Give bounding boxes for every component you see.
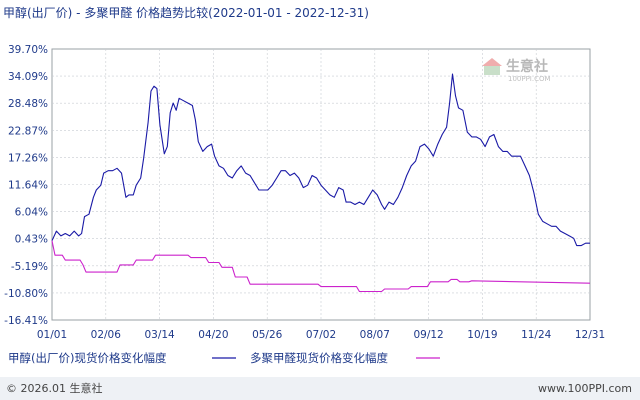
series-lines <box>51 73 591 293</box>
x-tick-label: 01/01 <box>37 329 67 341</box>
footer-url[interactable]: www.100PPI.com <box>538 382 632 395</box>
x-tick-label: 03/14 <box>144 329 175 341</box>
y-tick-label: 0.43% <box>15 234 48 246</box>
x-tick-label: 05/26 <box>252 329 283 341</box>
x-tick-label: 12/31 <box>575 329 605 341</box>
legend: 甲醇(出厂价)现货价格变化幅度 多聚甲醛现货价格变化幅度 <box>8 351 440 365</box>
y-tick-label: -5.19% <box>11 261 48 273</box>
x-tick-label: 04/20 <box>198 329 228 341</box>
y-tick-label: -16.41% <box>4 315 48 327</box>
y-tick-label: 11.64% <box>8 180 48 192</box>
chart-title: 甲醇(出厂价) - 多聚甲醛 价格趋势比较(2022-01-01 - 2022-… <box>3 5 369 20</box>
x-tick-label: 08/07 <box>360 329 390 341</box>
grid <box>52 49 590 320</box>
legend-label-methanol: 甲醇(出厂价)现货价格变化幅度 <box>8 351 167 365</box>
x-tick-label: 09/12 <box>413 329 443 341</box>
y-tick-label: 34.09% <box>8 71 48 83</box>
y-tick-label: 28.48% <box>8 98 48 110</box>
y-axis-ticks: 39.70% 34.09% 28.48% 22.87% 17.26% 11.64% 6.04… <box>4 44 48 327</box>
footer-copyright: © 2026.01 生意社 <box>6 381 102 395</box>
series-line-methanol <box>51 73 590 247</box>
footer-bar <box>0 377 640 400</box>
watermark-house-icon <box>482 58 502 75</box>
y-tick-label: 17.26% <box>8 152 48 164</box>
x-tick-label: 02/06 <box>91 329 122 341</box>
x-tick-label: 07/02 <box>306 329 336 341</box>
watermark-url: 100PPI.COM <box>508 75 551 83</box>
y-tick-label: 39.70% <box>8 44 48 56</box>
y-tick-label: -10.80% <box>4 288 48 300</box>
y-tick-label: 6.04% <box>15 207 48 219</box>
y-tick-label: 22.87% <box>8 125 48 137</box>
series-line-paraformaldehyde <box>51 240 591 293</box>
x-tick-label: 10/19 <box>467 329 497 341</box>
watermark: 生意社 100PPI.COM <box>482 58 551 83</box>
legend-label-paraformaldehyde: 多聚甲醛现货价格变化幅度 <box>250 351 388 365</box>
x-axis-ticks: 01/01 02/06 03/14 04/20 05/26 07/02 08/07 09/12… <box>37 329 605 341</box>
x-tick-label: 11/24 <box>521 329 552 341</box>
watermark-name: 生意社 <box>506 58 548 75</box>
